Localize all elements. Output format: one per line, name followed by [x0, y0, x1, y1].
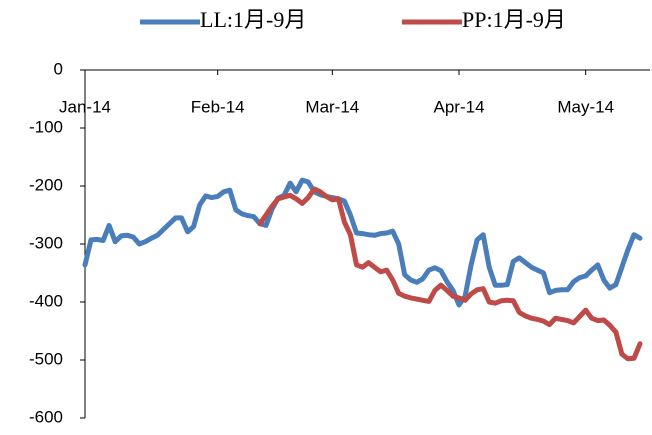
y-tick-label: -200	[29, 175, 63, 194]
y-tick-label: 0	[54, 59, 63, 78]
x-tick-label: Feb-14	[191, 97, 245, 116]
series-line	[257, 186, 643, 362]
x-tick-label: Apr-14	[434, 97, 485, 116]
series-line	[82, 177, 643, 308]
legend-label: LL:1月-9月	[200, 7, 306, 32]
legend-label: PP:1月-9月	[462, 7, 566, 32]
y-tick-label: -100	[29, 117, 63, 136]
x-tick-label: Jan-14	[59, 97, 111, 116]
y-tick-label: -600	[29, 407, 63, 426]
y-tick-label: -400	[29, 291, 63, 310]
y-tick-label: -500	[29, 349, 63, 368]
x-tick-label: Mar-14	[305, 97, 359, 116]
x-tick-label: May-14	[557, 97, 614, 116]
y-tick-label: -300	[29, 233, 63, 252]
